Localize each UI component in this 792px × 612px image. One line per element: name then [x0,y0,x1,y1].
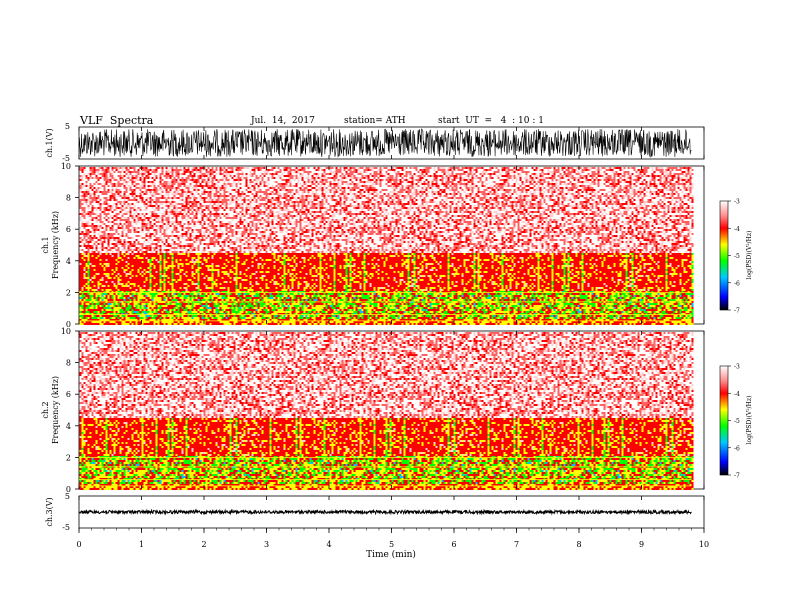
colorbar-tick-label: -6 [734,280,740,287]
time-axis-label: Time (min) [366,549,416,560]
ch1-colorbar-ticks: -3 -4 -5 -6 -7 [728,199,740,315]
colorbar-tick-label: -5 [734,418,740,425]
ch2-colorbar [720,366,728,475]
freq-tick-label: 4 [66,257,71,266]
colorbar-tick-label: -7 [734,473,740,480]
colorbar-tick-label: -3 [734,364,740,371]
ch2-freq-label: Frequency (kHz) [51,376,60,444]
ch1-waveform-panel: 5 -5 ch.1(V) [45,122,704,163]
time-tick-label: 0 [76,540,81,549]
time-tick-label: 3 [264,540,269,549]
freq-tick-label: 2 [66,453,71,462]
time-tick-label: 6 [451,540,456,549]
time-tick-label: 10 [699,540,709,549]
colorbar-tick-label: -4 [734,391,740,398]
time-tick-label: 8 [576,540,581,549]
ch3-ylabel: ch.3(V) [45,497,54,526]
colorbar-tick-label: -4 [734,226,740,233]
time-tick-label: 5 [389,540,394,549]
ch1-freq-label: Frequency (kHz) [51,211,60,279]
colorbar-tick-label: -6 [734,445,740,452]
ch2-colorbar-ticks: -3 -4 -5 -6 -7 [728,364,740,480]
freq-tick-label: 10 [61,327,71,336]
ch1-ylabel: ch.1(V) [45,128,54,157]
freq-tick-label: 4 [66,422,71,431]
ch3-ytick-top: 5 [65,492,70,501]
ch1-colorbar-label: log(PSD)(V²/Hz) [746,231,753,280]
freq-tick-label: 8 [66,359,71,368]
ch3-ytick-bottom: -5 [62,523,70,532]
ch2-freq-label-top: ch.2 [41,401,50,418]
ch2-colorbar-label: log(PSD)(V²/Hz) [746,396,753,445]
ch1-freq-label-top: ch.1 [41,236,50,253]
time-tick-label: 9 [639,540,644,549]
freq-tick-label: 8 [66,194,71,203]
vlf-figure: 5 -5 ch.1(V) 0 2 4 6 8 10 ch.1 Frequency (kHz… [0,0,792,612]
time-tick-label: 2 [201,540,206,549]
colorbar-tick-label: -5 [734,253,740,260]
ch3-waveform-trace [79,510,692,513]
time-tick-label: 4 [326,540,331,549]
colorbar-tick-label: -3 [734,199,740,206]
freq-tick-label: 6 [66,390,71,399]
time-tick-label: 1 [139,540,144,549]
freq-tick-label: 2 [66,288,71,297]
time-tick-label: 7 [514,540,519,549]
ch1-ytick-top: 5 [65,122,70,131]
freq-tick-label: 6 [66,225,71,234]
ch1-colorbar [720,201,728,310]
colorbar-tick-label: -7 [734,308,740,315]
freq-tick-label: 10 [61,162,71,171]
